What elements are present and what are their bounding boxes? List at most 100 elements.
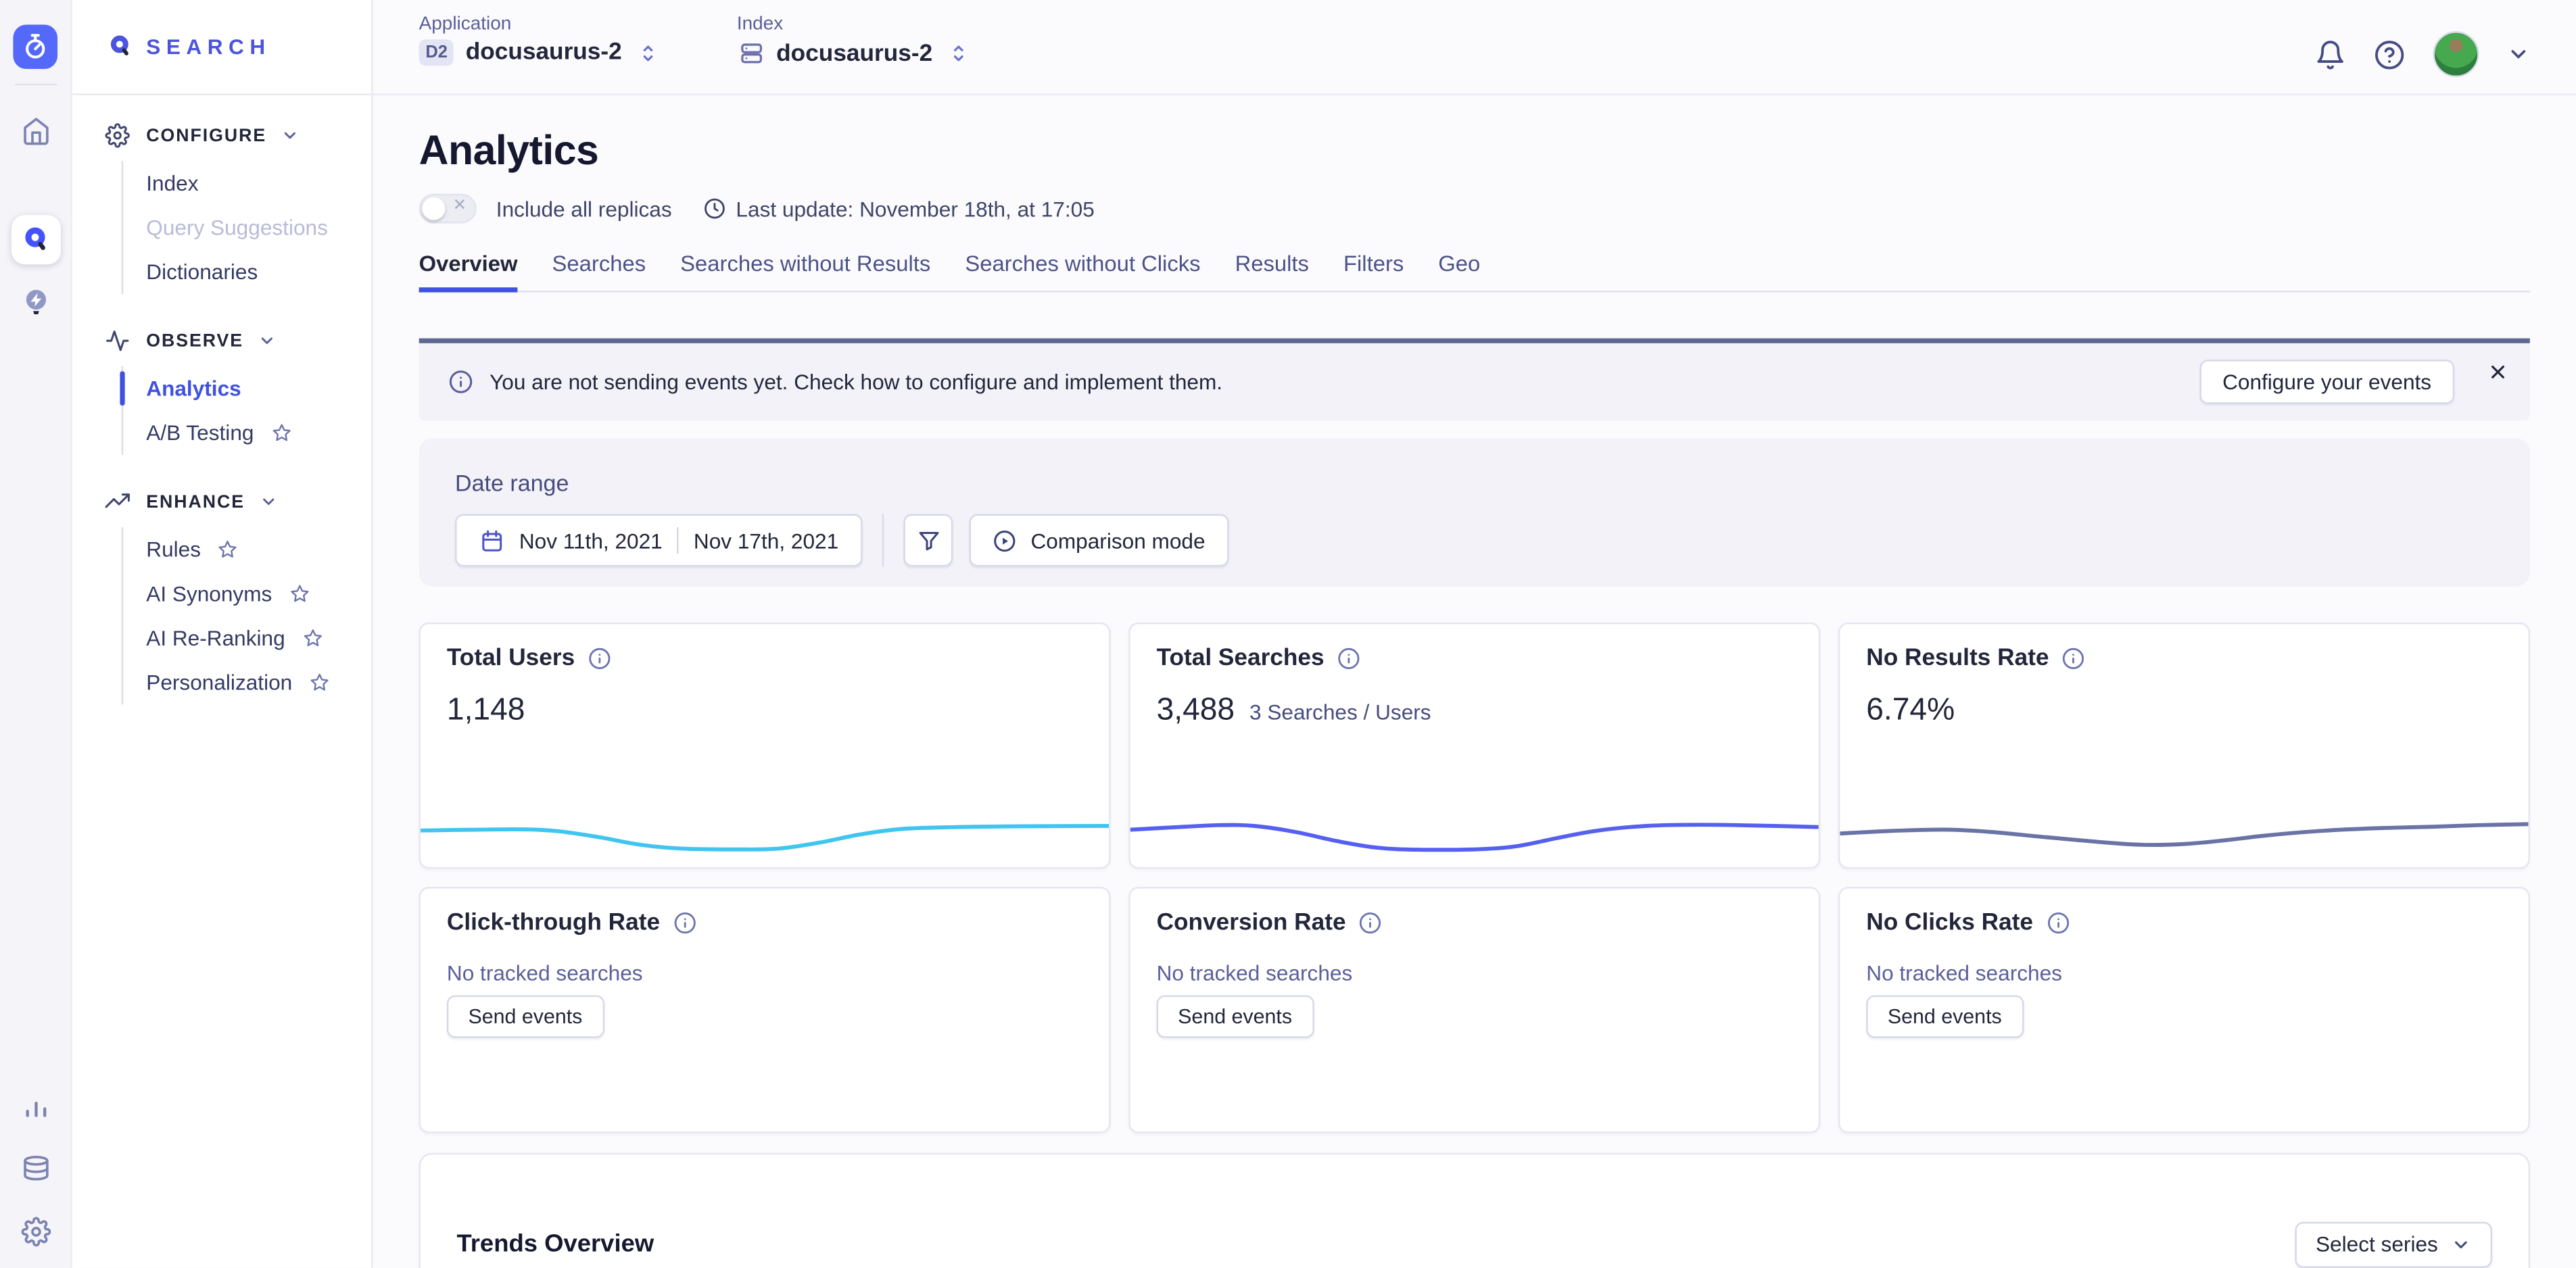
sidebar-section-observe: OBSERVE Analytics A/B Testing [72,328,371,456]
banner-message: You are not sending events yet. Check ho… [490,369,1223,395]
index-value: docusaurus-2 [776,40,933,67]
notifications-bell-icon[interactable] [2315,39,2346,70]
application-value: docusaurus-2 [465,39,622,66]
trends-title: Trends Overview [456,1229,654,1259]
events-banner: You are not sending events yet. Check ho… [419,338,2530,421]
sidebar-item-index[interactable]: Index [146,170,199,196]
index-selector[interactable]: Index docusaurus-2 [737,15,969,94]
sidebar-section-header-configure[interactable]: CONFIGURE [72,123,371,148]
sidebar: SEARCH CONFIGURE Index Query Suggestions D… [72,0,373,1268]
trend-icon [105,489,130,514]
divider [882,514,885,567]
recommend-icon[interactable] [11,278,60,327]
sparkline-chart [1130,810,1819,859]
sidebar-item-personalization[interactable]: Personalization [123,660,371,705]
sidebar-section-header-enhance[interactable]: ENHANCE [72,489,371,514]
sidebar-section-enhance: ENHANCE Rules AI Synonyms AI Re-Ranking Per… [72,489,371,705]
date-range-picker[interactable]: Nov 11th, 2021 Nov 17th, 2021 [455,514,863,567]
metric-value: 3,488 [1156,693,1235,728]
application-selector[interactable]: Application D2 docusaurus-2 [419,15,659,94]
data-database-icon[interactable] [11,1145,60,1194]
chevron-down-icon [260,493,278,511]
topbar: Application D2 docusaurus-2 Index [373,0,2576,95]
info-icon[interactable] [1359,912,1382,935]
search-logo[interactable]: SEARCH [72,0,372,95]
no-results-rate-card: No Results Rate 6.74% [1838,622,2530,869]
tab-searches[interactable]: Searches [552,251,646,276]
send-events-button[interactable]: Send events [1866,995,2024,1038]
app-logo-stopwatch-icon[interactable] [13,24,58,70]
info-icon[interactable] [2062,647,2085,670]
sidebar-item-ai-re-ranking[interactable]: AI Re-Ranking [123,616,371,660]
date-separator [677,527,679,554]
page-title: Analytics [419,128,599,174]
tab-filters[interactable]: Filters [1343,251,1404,276]
account-chevron-down-icon[interactable] [2507,43,2530,66]
application-label: Application [419,14,512,35]
empty-note: No tracked searches [1156,960,1353,985]
sidebar-item-ai-synonyms[interactable]: AI Synonyms [123,572,371,616]
home-icon[interactable] [11,107,60,156]
last-update: Last update: November 18th, at 17:05 [703,196,1095,221]
chevron-down-icon [258,332,277,350]
magnifier-icon [110,35,128,55]
info-icon[interactable] [1337,647,1360,670]
tabs: Overview Searches Searches without Results… [419,251,2530,293]
chevron-down-icon [281,126,300,145]
metric-value: 1,148 [446,693,525,728]
include-replicas-label: Include all replicas [496,196,672,221]
configure-events-button[interactable]: Configure your events [2199,360,2455,404]
monitoring-bar-chart-icon[interactable] [11,1082,60,1131]
metric-cards-row2: Click-through Rate No tracked searches S… [419,887,2530,1133]
star-icon [270,422,292,443]
tab-results[interactable]: Results [1235,251,1309,276]
total-users-card: Total Users 1,148 [419,622,1111,869]
calendar-icon [480,528,504,552]
conversion-rate-card: Conversion Rate No tracked searches Send… [1128,887,1821,1133]
metric-cards-row1: Total Users 1,148 Total Searches 3,488 3 … [419,622,2530,869]
sidebar-item-rules[interactable]: Rules [123,527,371,572]
sidebar-item-query-suggestions[interactable]: Query Suggestions [146,215,328,240]
comparison-mode-button[interactable]: Comparison mode [970,514,1229,567]
avatar[interactable] [2433,31,2479,78]
clock-icon [704,198,725,219]
sidebar-item-analytics[interactable]: Analytics [120,366,371,411]
meta-row: ✕ Include all replicas Last update: Nove… [419,193,2530,224]
settings-gear-icon[interactable] [11,1207,60,1257]
send-events-button[interactable]: Send events [446,995,604,1038]
sidebar-section-header-observe[interactable]: OBSERVE [72,328,371,353]
no-clicks-rate-card: No Clicks Rate No tracked searches Send … [1838,887,2530,1133]
date-range-label: Date range [455,469,569,496]
index-label: Index [736,14,784,35]
tab-searches-without-clicks[interactable]: Searches without Clicks [965,251,1201,276]
play-circle-icon [993,528,1018,552]
close-icon[interactable] [2481,355,2514,388]
info-icon[interactable] [2046,912,2069,935]
tab-searches-without-results[interactable]: Searches without Results [680,251,931,276]
empty-note: No tracked searches [446,960,643,985]
star-icon [302,627,323,649]
sidebar-section-configure: CONFIGURE Index Query Suggestions Dictiona… [72,123,371,294]
help-icon[interactable] [2374,39,2405,70]
info-icon[interactable] [588,647,611,670]
tab-overview[interactable]: Overview [419,251,518,293]
total-searches-card: Total Searches 3,488 3 Searches / Users [1128,622,1821,869]
date-end: Nov 17th, 2021 [693,528,839,553]
trends-overview-card: Trends Overview Select series [419,1152,2530,1268]
include-replicas-toggle[interactable]: ✕ [419,193,477,224]
filter-funnel-button[interactable] [904,514,954,567]
date-start: Nov 11th, 2021 [519,528,663,553]
sidebar-item-dictionaries[interactable]: Dictionaries [146,259,258,285]
star-icon [289,583,310,605]
info-icon[interactable] [673,912,696,935]
sidebar-item-a-b-testing[interactable]: A/B Testing [123,410,371,455]
send-events-button[interactable]: Send events [1156,995,1314,1038]
tab-geo[interactable]: Geo [1438,251,1481,276]
rail-divider [14,83,57,86]
chevron-down-icon [2451,1234,2471,1254]
star-icon [309,672,331,693]
select-series-button[interactable]: Select series [2294,1221,2493,1267]
content: Analytics ✕ Include all replicas Last up… [373,95,2576,1268]
search-product-icon[interactable] [10,215,60,265]
